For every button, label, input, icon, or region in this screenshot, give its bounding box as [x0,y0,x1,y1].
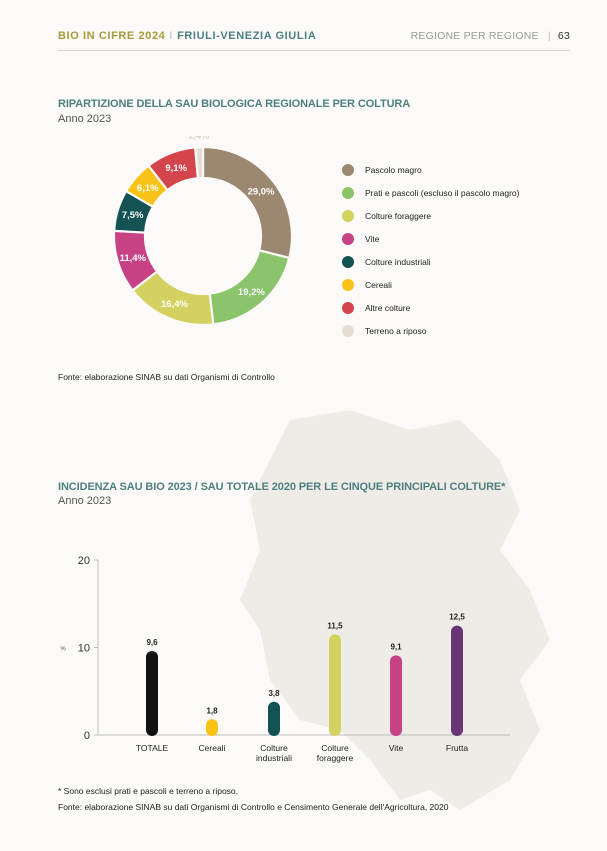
legend-swatch [342,210,354,222]
bar-chart: 0 10 20% 9,6 TOTALE 1,8 Cereali 3,8 Colture indus… [60,555,510,763]
x-tick-label: Vite [389,743,404,753]
x-tick-label: Cereali [199,743,226,753]
donut-label-vite: 11,4% [120,253,147,264]
legend-label: Colture industriali [365,257,431,267]
legend-item-cereali: Cereali [342,279,582,293]
donut-label-prati-e-pascoli-escluso-il-pascolo-magro: 19,2% [238,287,265,298]
header-right-separator: | [547,30,551,42]
legend-swatch [342,256,354,268]
region-map-watermark [240,410,550,810]
y-tick-label: 20 [78,555,90,567]
y-tick-label: 10 [78,643,90,655]
legend-swatch [342,302,354,314]
bar-colture-industriali [268,701,280,736]
legend-label: Prati e pascoli (escluso il pascolo magr… [365,188,520,198]
section1-subtitle: Anno 2023 [58,113,112,125]
section2-source: Fonte: elaborazione SINAB su dati Organi… [58,802,449,812]
y-tick-label: 0 [84,730,90,742]
legend-item-prati-e-pascoli-escluso-il-pascolo-magro: Prati e pascoli (escluso il pascolo magr… [342,187,582,201]
donut-label-altre-colture: 9,1% [165,163,187,174]
donut-slice-pascolo-magro [201,145,294,260]
bar-value-label: 9,6 [146,638,158,647]
legend-swatch [342,279,354,291]
section1-title: RIPARTIZIONE DELLA SAU BIOLOGICA REGIONA… [58,98,411,110]
legend-item-colture-industriali: Colture industriali [342,256,582,270]
header-region: FRIULI-VENEZIA GIULIA [177,30,317,42]
donut-label-colture-industriali: 7,5% [122,210,144,221]
bar-frutta [451,625,463,736]
page-number: 63 [557,30,570,42]
bar-totale [146,651,158,736]
legend-label: Pascolo magro [365,165,422,175]
donut-slice-terreno-a-riposo [193,145,205,180]
legend-swatch [342,233,354,245]
header-right: REGIONE PER REGIONE | 63 [411,30,570,42]
legend-label: Terreno a riposo [365,326,427,336]
bar-value-label: 11,5 [327,621,343,630]
section2-title: INCIDENZA SAU BIO 2023 / SAU TOTALE 2020… [58,481,506,493]
donut-chart: 29,0% 19,2% 16,4% 11,4% 7,5% 6,1% 9,1% 1,4% [112,136,294,327]
legend-item-pascolo-magro: Pascolo magro [342,164,582,178]
x-tick-label: Frutta [446,743,468,753]
bar-colture-foraggere [329,634,341,736]
x-tick-label: TOTALE [136,743,169,753]
legend-swatch [342,164,354,176]
legend-swatch [342,187,354,199]
bar-cereali [206,719,218,736]
donut-label-pascolo-magro: 29,0% [248,186,275,197]
bar-vite [390,655,402,736]
legend-label: Altre colture [365,303,411,313]
header-publication: BIO IN CIFRE 2024 [58,30,166,42]
legend-swatch [342,325,354,337]
bar-value-label: 12,5 [449,613,465,622]
legend-label: Colture foraggere [365,211,432,221]
y-axis-label: % [60,647,66,653]
x-tick-label: Colture industriali [256,743,292,763]
section2-note: * Sono esclusi prati e pascoli e terreno… [58,786,239,796]
section2-subtitle: Anno 2023 [58,495,112,507]
x-tick-label: Colture foraggere [317,743,354,763]
donut-label-colture-foraggere: 16,4% [161,299,188,310]
header-separator: I [169,30,174,42]
legend-item-vite: Vite [342,233,582,247]
donut-label-terreno-a-riposo: 1,4% [188,136,210,142]
section1-source: Fonte: elaborazione SINAB su dati Organi… [58,372,275,382]
page-header: BIO IN CIFRE 2024 I FRIULI-VENEZIA GIULIA … [58,30,570,50]
donut-label-cereali: 6,1% [137,183,159,194]
bar-value-label: 9,1 [390,642,402,651]
legend-item-colture-foraggere: Colture foraggere [342,210,582,224]
header-section: REGIONE PER REGIONE [410,30,539,42]
bar-value-label: 1,8 [206,706,218,715]
bar-value-label: 3,8 [268,689,280,698]
legend-label: Vite [365,234,380,244]
header-divider [58,50,570,51]
header-left: BIO IN CIFRE 2024 I FRIULI-VENEZIA GIULIA [58,30,316,42]
legend-item-terreno-a-riposo: Terreno a riposo [342,325,582,339]
legend-label: Cereali [365,280,392,290]
legend-item-altre-colture: Altre colture [342,302,582,316]
